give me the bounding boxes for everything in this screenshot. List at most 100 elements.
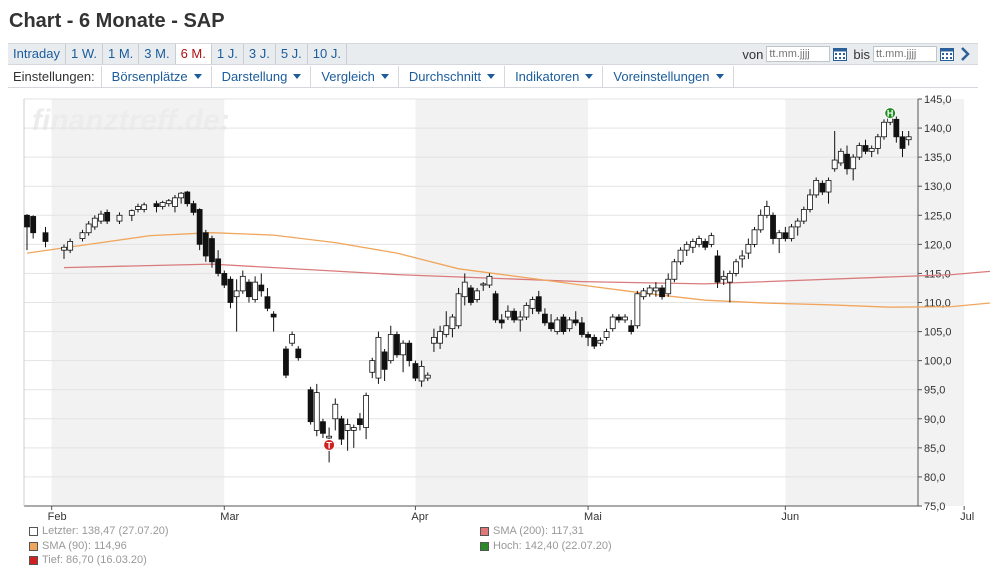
candle [702, 238, 709, 251]
candle-body [486, 275, 493, 286]
low-marker-label: T [326, 440, 332, 450]
candle [615, 314, 622, 323]
range-tab-7[interactable]: 5 J. [276, 44, 308, 64]
candle [874, 133, 881, 155]
candle [141, 202, 148, 213]
range-tab-8[interactable]: 10 J. [308, 44, 347, 64]
range-tab-0[interactable]: Intraday [8, 44, 66, 64]
candle [227, 276, 234, 309]
settings-menu-4[interactable]: Indikatoren [505, 66, 604, 87]
from-date-input[interactable] [766, 46, 831, 62]
x-tick-label: Feb [48, 511, 67, 523]
candle [449, 314, 456, 338]
y-tick-label: 75,0 [924, 501, 945, 513]
legend-label: Letzter: 138,47 (27.07.20) [42, 525, 169, 537]
candle [394, 331, 400, 358]
candle-body [837, 150, 844, 164]
high-marker [884, 107, 897, 120]
candle-body [622, 316, 628, 321]
settings-menu-2[interactable]: Vergleich [311, 66, 399, 87]
candle [363, 392, 370, 440]
candle-body [184, 191, 191, 205]
calendar-icon[interactable] [940, 47, 954, 61]
candle [517, 311, 524, 332]
candle [591, 334, 598, 350]
candle-body [517, 316, 524, 321]
candle-body [905, 136, 912, 141]
candle-body [560, 316, 567, 332]
candle [468, 285, 474, 306]
candle [560, 314, 567, 335]
candle-body [159, 202, 166, 207]
candle-body [529, 299, 536, 309]
legend-swatch [29, 526, 38, 536]
candle [24, 214, 30, 251]
y-tick-label: 80,0 [924, 472, 945, 484]
candle-body [91, 217, 98, 228]
candle-body [313, 392, 320, 431]
x-tick-label: Mai [584, 511, 602, 523]
candle [332, 398, 339, 431]
candle [739, 250, 746, 268]
candle [807, 189, 813, 213]
candle [338, 415, 345, 445]
legend-swatch [480, 541, 489, 551]
candle [572, 311, 579, 326]
candle-body [578, 322, 585, 335]
candle [492, 290, 499, 323]
range-tab-4[interactable]: 6 M. [175, 44, 212, 64]
range-tab-6[interactable]: 3 J. [244, 44, 276, 64]
candle [91, 215, 98, 230]
candle-body [104, 211, 111, 222]
candle [116, 212, 123, 225]
candle [585, 331, 591, 347]
candle-body [178, 192, 185, 199]
candle [159, 200, 166, 210]
candle [634, 290, 641, 329]
x-tick-label: Apr [411, 511, 428, 523]
range-tab-3[interactable]: 3 M. [139, 44, 176, 64]
candle-body [566, 319, 573, 330]
candle-body [264, 296, 271, 309]
candle-body [652, 287, 659, 292]
candle [831, 130, 838, 172]
settings-menu-5[interactable]: Voreinstellungen [603, 66, 734, 87]
y-tick-label: 130,0 [924, 181, 952, 193]
low-marker [323, 438, 336, 451]
range-tab-2[interactable]: 1 M. [103, 44, 140, 64]
candle-body [61, 246, 67, 251]
calendar-icon[interactable] [833, 47, 848, 61]
chevron-right-icon[interactable] [960, 47, 970, 61]
candle [326, 427, 333, 463]
candle [899, 130, 906, 158]
to-date-input[interactable] [873, 46, 937, 62]
settings-menu-0[interactable]: Börsenplätze [102, 66, 212, 87]
candle [239, 270, 246, 294]
range-tab-1[interactable]: 1 W. [66, 44, 103, 64]
candle [165, 199, 172, 207]
settings-toolbar: Einstellungen: Börsenplätze Darstellung Ve… [8, 66, 978, 88]
settings-menu-1[interactable]: Darstellung [212, 66, 312, 87]
candle [344, 418, 351, 451]
settings-menu-3[interactable]: Durchschnitt [399, 66, 506, 87]
candle [677, 247, 684, 265]
candle-body [542, 313, 548, 324]
candle [505, 305, 511, 320]
candle-body [480, 283, 487, 286]
legend-swatch [29, 541, 38, 551]
candle-body [326, 435, 333, 439]
candle-body [844, 153, 850, 170]
candle [104, 209, 111, 225]
candle-body [437, 331, 443, 344]
candle [233, 279, 240, 332]
range-tab-5[interactable]: 1 J. [212, 44, 244, 64]
candle-body [67, 241, 74, 251]
candle-body [394, 334, 400, 356]
candle-body [800, 209, 807, 222]
candle-body [813, 179, 820, 196]
candle-body [856, 145, 863, 158]
candle-body [874, 136, 881, 149]
candle [794, 218, 801, 236]
candle-body [751, 229, 758, 245]
candle-body [511, 310, 517, 321]
